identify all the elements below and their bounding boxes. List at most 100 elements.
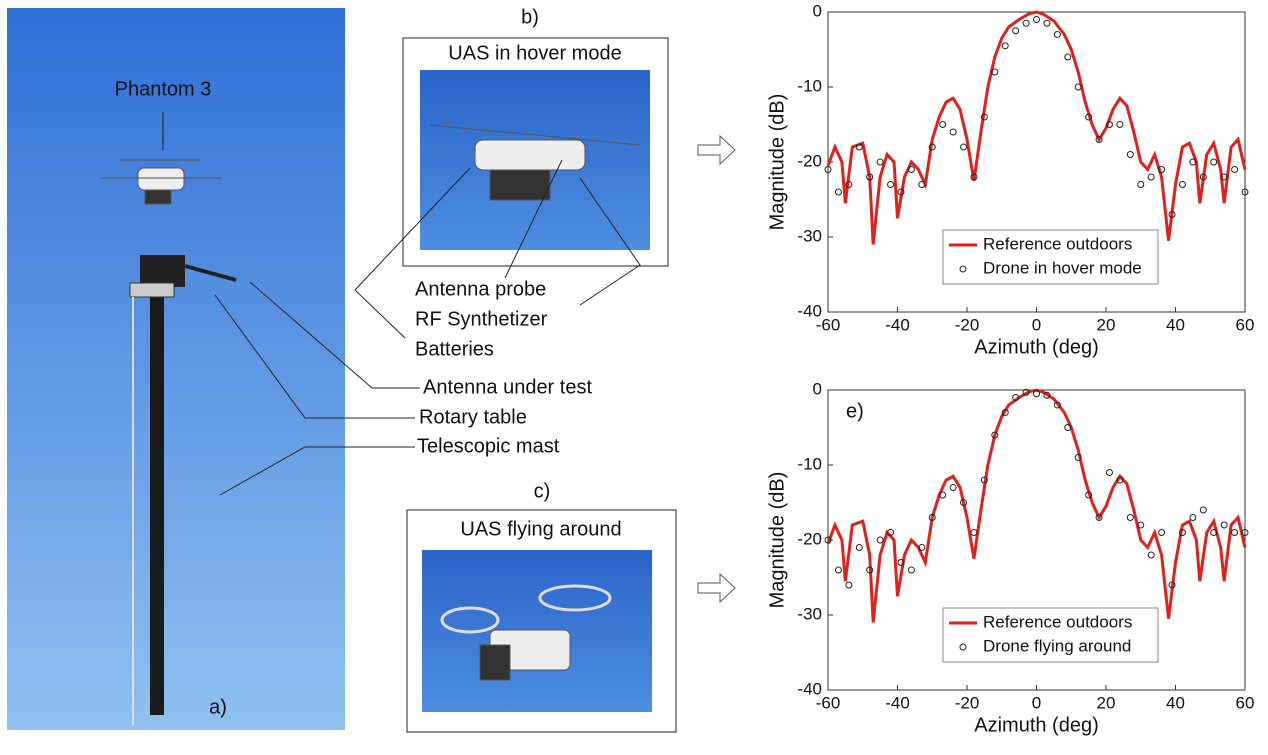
legend bbox=[942, 607, 1159, 663]
leaders bbox=[214, 159, 641, 496]
panel-label: a) bbox=[209, 696, 227, 718]
data-point bbox=[1178, 181, 1186, 188]
data-point bbox=[1189, 158, 1197, 166]
arrow bbox=[697, 134, 736, 604]
callout: Telescopic mast bbox=[417, 435, 560, 457]
y-tick-label: -40 bbox=[797, 301, 822, 320]
data-point bbox=[876, 158, 884, 166]
data-point bbox=[1220, 173, 1228, 181]
y-axis-label: Magnitude (dB) bbox=[766, 472, 788, 609]
y-tick-label: -30 bbox=[797, 226, 822, 245]
data-point bbox=[1053, 31, 1061, 38]
data-point bbox=[1043, 391, 1051, 399]
data-point bbox=[834, 566, 842, 574]
y-tick-label: -30 bbox=[797, 604, 822, 623]
drone-icon bbox=[100, 159, 222, 205]
data-point bbox=[1001, 42, 1009, 50]
panel-label: c) bbox=[534, 480, 551, 502]
data-point bbox=[855, 143, 863, 151]
data-point bbox=[960, 143, 968, 151]
legend-label: Reference outdoors bbox=[983, 234, 1132, 253]
data-point bbox=[845, 181, 853, 188]
legend-marker bbox=[959, 643, 967, 651]
data-point bbox=[855, 544, 863, 551]
photo-title: UAS in hover mode bbox=[448, 42, 621, 64]
data-point bbox=[980, 113, 988, 121]
callout: Rotary table bbox=[419, 406, 527, 428]
data-point bbox=[991, 68, 999, 76]
data-point bbox=[960, 499, 968, 506]
callout: Batteries bbox=[415, 338, 494, 360]
data-point bbox=[1116, 476, 1124, 484]
data-point bbox=[907, 166, 915, 173]
data-point bbox=[1033, 390, 1040, 398]
drone-icon bbox=[429, 124, 641, 201]
data-point bbox=[1043, 19, 1051, 27]
data-point bbox=[1064, 424, 1072, 431]
data-point bbox=[824, 536, 832, 544]
data-point bbox=[1137, 521, 1145, 529]
y-axis-label: Magnitude (dB) bbox=[766, 94, 788, 231]
x-tick-label: -20 bbox=[955, 693, 980, 712]
data-point bbox=[1126, 151, 1134, 158]
x-tick-label: 60 bbox=[1236, 693, 1255, 712]
data-point bbox=[834, 188, 842, 196]
data-point bbox=[1095, 514, 1103, 521]
data-line bbox=[826, 388, 1247, 623]
data-point bbox=[1137, 181, 1145, 188]
y-tick-label: -10 bbox=[797, 454, 822, 473]
data-line bbox=[826, 10, 1247, 245]
data-point bbox=[1085, 491, 1093, 499]
data-point bbox=[991, 431, 999, 439]
legend-label: Drone in hover mode bbox=[983, 258, 1142, 277]
legend-label: Reference outdoors bbox=[983, 612, 1132, 631]
data-point bbox=[1033, 16, 1040, 23]
data-point bbox=[1231, 166, 1239, 173]
photo-title: UAS flying around bbox=[460, 518, 621, 540]
data-point bbox=[1012, 27, 1020, 35]
data-point bbox=[1168, 581, 1176, 589]
data-point bbox=[1158, 166, 1166, 173]
data-point bbox=[970, 529, 978, 536]
data-point bbox=[1001, 409, 1009, 416]
x-tick-label: -60 bbox=[816, 315, 841, 334]
data-point bbox=[1158, 529, 1166, 536]
legend-label: Drone flying around bbox=[983, 636, 1131, 655]
data-point bbox=[1053, 401, 1061, 409]
data-point bbox=[845, 581, 853, 589]
data-point bbox=[1105, 469, 1113, 476]
data-point bbox=[1064, 53, 1072, 61]
data-point bbox=[1199, 173, 1207, 181]
data-point bbox=[1178, 529, 1186, 536]
data-point bbox=[1126, 514, 1134, 521]
data-point bbox=[1210, 158, 1218, 166]
data-point bbox=[1147, 173, 1155, 181]
x-tick-label: 0 bbox=[1032, 315, 1041, 334]
rotary bbox=[129, 282, 175, 298]
y-tick-label: 0 bbox=[813, 1, 822, 20]
data-point bbox=[866, 173, 874, 181]
data-point bbox=[1241, 529, 1249, 536]
annotation: e) bbox=[846, 400, 864, 422]
x-tick-label: 0 bbox=[1032, 693, 1041, 712]
callout: Antenna under test bbox=[423, 376, 592, 398]
mast bbox=[150, 295, 164, 715]
data-point bbox=[928, 143, 936, 151]
x-tick-label: -40 bbox=[885, 315, 910, 334]
data-point bbox=[949, 128, 957, 136]
data-point bbox=[1147, 551, 1155, 559]
y-tick-label: -10 bbox=[797, 76, 822, 95]
y-tick-label: -20 bbox=[797, 529, 822, 548]
y-tick-label: -40 bbox=[797, 679, 822, 698]
data-point bbox=[1012, 394, 1020, 401]
data-point bbox=[866, 566, 874, 574]
data-point bbox=[876, 536, 884, 544]
x-tick-label: -20 bbox=[955, 315, 980, 334]
x-tick-label: -60 bbox=[816, 693, 841, 712]
data-point bbox=[918, 181, 926, 188]
data-point bbox=[1022, 19, 1030, 27]
data-point bbox=[939, 491, 947, 499]
data-point bbox=[918, 544, 926, 551]
drone-icon bbox=[440, 584, 612, 681]
